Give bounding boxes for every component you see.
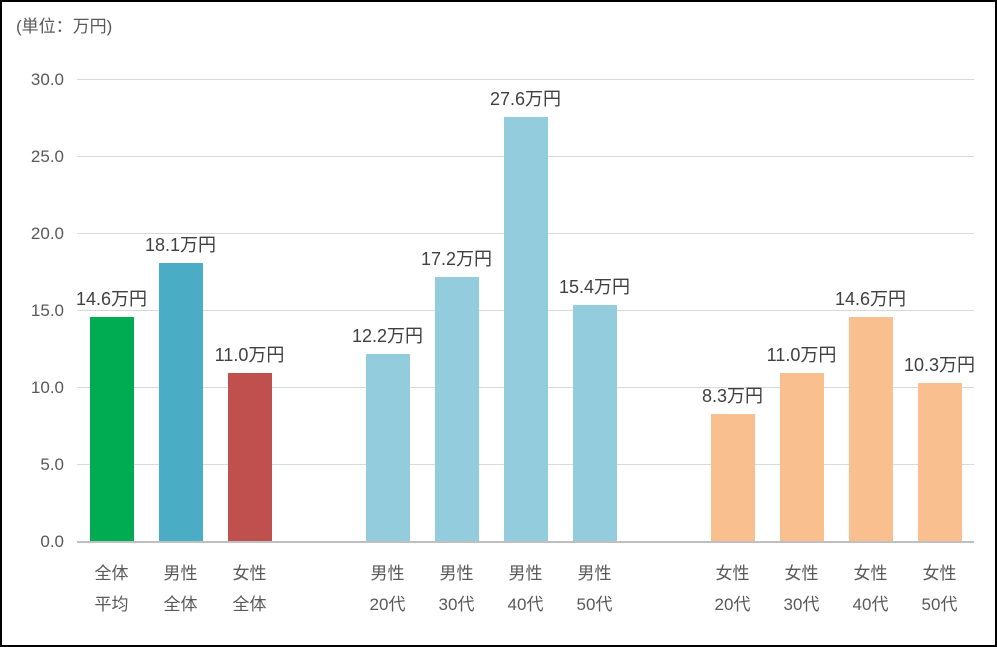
bar-data-label: 11.0万円 <box>214 344 285 365</box>
bar <box>89 317 134 542</box>
plot-area: 14.6万円 18.1万円 11.0万円 12.2万円 17.2万円 27.6万円 15.4… <box>75 79 976 543</box>
x-axis-label: 男性 40代 <box>491 558 560 620</box>
x-axis-label <box>629 558 698 620</box>
x-axis-label-line1: 男性 <box>370 564 405 583</box>
bar-data-label: 17.2万円 <box>420 249 493 270</box>
bar <box>917 383 962 542</box>
bar <box>158 263 203 542</box>
x-axis-label-line2: 40代 <box>852 595 889 614</box>
x-axis-label: 女性 50代 <box>905 558 974 620</box>
bar-slot: 14.6万円 <box>75 80 148 542</box>
y-tick-label: 20.0 <box>30 223 64 243</box>
bar-slot: 11.0万円 <box>215 80 284 542</box>
x-axis-label: 男性 20代 <box>353 558 422 620</box>
bar-data-label: 8.3万円 <box>701 386 764 407</box>
x-axis-labels: 全体 平均 男性 全体 女性 全体 男性 20代 男性 30代 男性 40代 男性 50代 女性 20代 女性 3… <box>77 558 974 620</box>
x-axis-label-line1: 女性 <box>853 564 888 583</box>
y-tick-label: 25.0 <box>30 146 64 166</box>
x-axis-label-line2: 30代 <box>783 595 820 614</box>
bar-data-label: 27.6万円 <box>489 88 562 109</box>
x-axis-label: 男性 30代 <box>422 558 491 620</box>
x-axis-label: 男性 50代 <box>560 558 629 620</box>
x-axis-label: 女性 20代 <box>698 558 767 620</box>
x-axis-label: 全体 平均 <box>77 558 146 620</box>
bar <box>779 372 824 542</box>
y-tick-label: 0.0 <box>40 532 64 551</box>
bar-slot: 15.4万円 <box>558 80 631 542</box>
bar-slot: 10.3万円 <box>903 80 976 542</box>
bar-slot: 11.0万円 <box>767 80 836 542</box>
x-axis-label-line1: 女性 <box>232 564 267 583</box>
x-axis-label-line1: 男性 <box>577 564 612 583</box>
x-axis-label-line2: 20代 <box>369 595 406 614</box>
bar-data-label: 18.1万円 <box>144 235 217 256</box>
bar-slot <box>284 80 353 542</box>
x-axis-label: 男性 全体 <box>146 558 215 620</box>
x-axis-label-line1: 女性 <box>784 564 819 583</box>
bar-data-label: 12.2万円 <box>351 326 424 347</box>
x-axis-label-line2: 30代 <box>438 595 475 614</box>
bar <box>503 116 548 542</box>
bar-series: 14.6万円 18.1万円 11.0万円 12.2万円 17.2万円 27.6万円 15.4… <box>75 80 976 542</box>
x-axis-label-line1: 男性 <box>439 564 474 583</box>
bar <box>848 317 893 542</box>
x-axis-line <box>77 541 974 543</box>
x-axis-label-line1: 女性 <box>922 564 957 583</box>
bar-data-label: 15.4万円 <box>558 276 631 297</box>
bar-data-label: 11.0万円 <box>766 344 837 365</box>
y-tick-label: 10.0 <box>30 377 64 397</box>
bar-slot: 17.2万円 <box>420 80 493 542</box>
bar-slot: 27.6万円 <box>489 80 562 542</box>
bar-slot: 18.1万円 <box>144 80 217 542</box>
bar-slot <box>629 80 698 542</box>
y-tick-label: 30.0 <box>30 70 64 89</box>
bar-slot: 8.3万円 <box>698 80 767 542</box>
bar <box>710 414 755 542</box>
bar-data-label: 14.6万円 <box>834 289 907 310</box>
x-axis-label-line2: 50代 <box>576 595 613 614</box>
bar <box>365 354 410 542</box>
x-axis-label-line2: 50代 <box>921 595 958 614</box>
x-axis-label-line1: 女性 <box>715 564 750 583</box>
x-axis-label-line2: 全体 <box>163 595 198 614</box>
y-tick-label: 5.0 <box>40 455 64 474</box>
bar-slot: 14.6万円 <box>834 80 907 542</box>
x-axis-label-line1: 全体 <box>94 564 129 583</box>
x-axis-label-line1: 男性 <box>163 564 198 583</box>
bar-data-label: 10.3万円 <box>903 355 976 376</box>
gridline <box>77 79 974 80</box>
x-axis-label-line2: 全体 <box>232 595 267 614</box>
bar-slot: 12.2万円 <box>351 80 424 542</box>
y-tick-label: 15.0 <box>30 301 64 320</box>
unit-label: (単位：万円) <box>16 17 113 36</box>
x-axis-label <box>284 558 353 620</box>
bar <box>227 372 272 542</box>
x-axis-label: 女性 全体 <box>215 558 284 620</box>
x-axis-label: 女性 40代 <box>836 558 905 620</box>
x-axis-label-line2: 20代 <box>714 595 751 614</box>
bar <box>572 304 617 542</box>
x-axis-label-line2: 40代 <box>507 595 544 614</box>
y-axis: 30.0 25.0 20.0 15.0 10.0 5.0 0.0 <box>2 70 64 551</box>
bar-data-label: 14.6万円 <box>75 289 148 310</box>
bar <box>434 277 479 542</box>
x-axis-label-line1: 男性 <box>508 564 543 583</box>
x-axis-label-line2: 平均 <box>94 595 129 614</box>
x-axis-label: 女性 30代 <box>767 558 836 620</box>
